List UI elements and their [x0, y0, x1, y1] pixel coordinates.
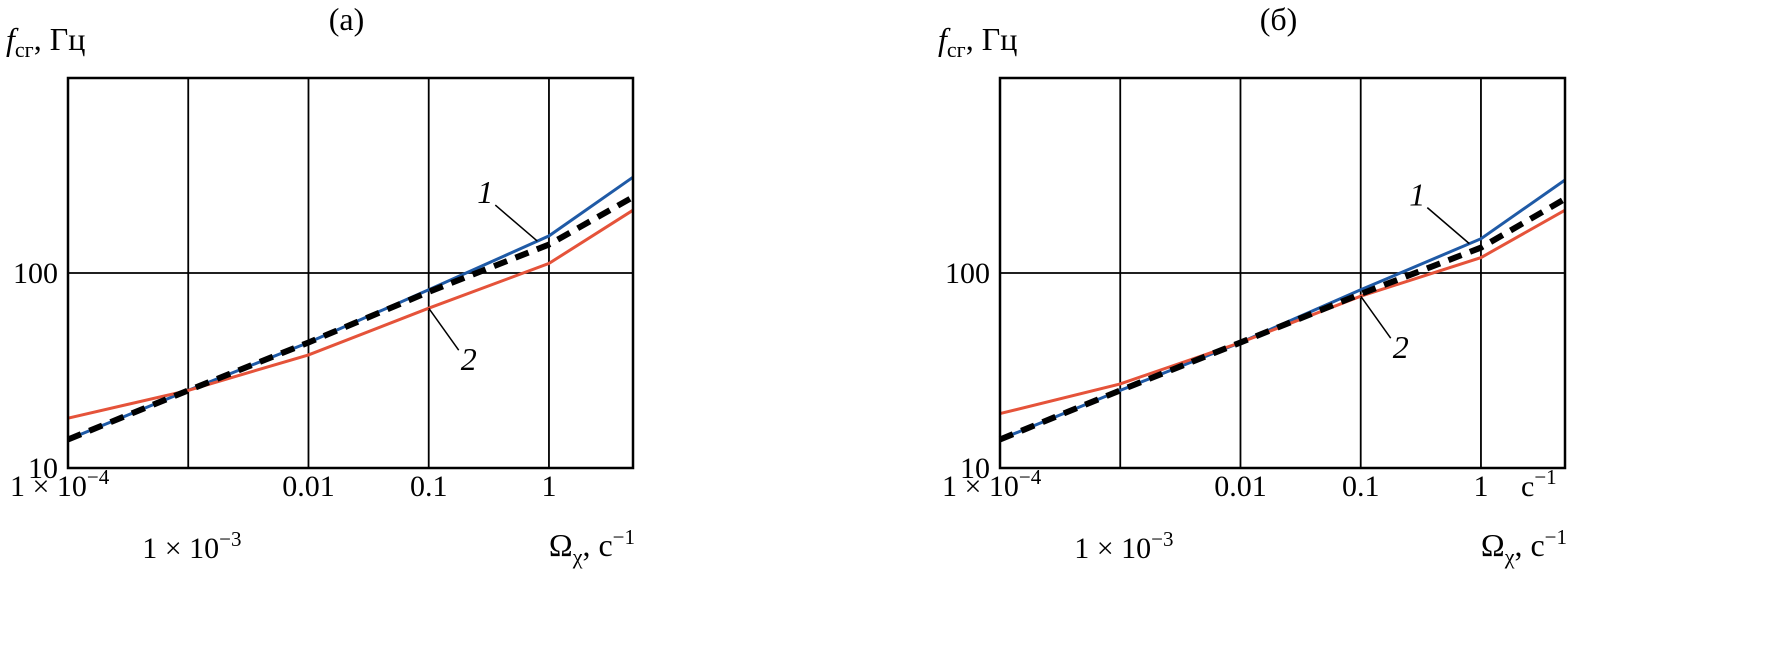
y-tick-label: 10	[960, 452, 990, 485]
chart-panel-1: 1 2 (а) fсг, Гц 10 100 1 × 10−4 1 × 10−3 0.01 0.1…	[6, 1, 635, 569]
grid-lines	[1000, 78, 1565, 468]
series-line-2	[67, 208, 634, 420]
x-tick-label: 1 × 10−3	[142, 527, 241, 565]
y-tick-label: 100	[13, 257, 58, 290]
y-tick-label: 100	[945, 257, 990, 290]
chart-title: (б)	[1260, 1, 1298, 37]
y-axis-label: fсг, Гц	[6, 21, 85, 62]
plot-frame	[66, 76, 635, 470]
label-leader-line	[428, 307, 460, 351]
series-line-dashed	[66, 194, 635, 443]
series-line-dashed	[998, 196, 1567, 443]
series-group	[998, 178, 1567, 443]
label-leader-line	[1426, 207, 1470, 245]
x-tick-label: 0.1	[1342, 470, 1380, 503]
x-tick-label: 1	[541, 470, 556, 503]
series-label-1: 1	[477, 174, 493, 210]
series-group	[66, 175, 635, 443]
x-tick-label: 1 × 10−4	[10, 465, 110, 503]
series-label-2: 2	[461, 341, 477, 377]
x-tick-label: 1 × 10−3	[1074, 527, 1173, 565]
y-tick-label: 10	[28, 452, 58, 485]
chart-panel-2: 1 2 (б) fсг, Гц 10 100 1 × 10−4 1 × 10−3 0.01 0.1…	[938, 1, 1567, 569]
x-tick-label: 0.1	[410, 470, 448, 503]
grid-lines	[68, 78, 633, 468]
x-axis-label: Ωχ, с−1	[1481, 525, 1567, 569]
x-tick-label: 0.01	[282, 470, 335, 503]
x-tick-label: 0.01	[1214, 470, 1267, 503]
x-tick-label: 1 × 10−4	[942, 465, 1042, 503]
label-leader-line	[494, 204, 538, 242]
y-axis-label: fсг, Гц	[938, 21, 1017, 62]
series-label-1: 1	[1409, 177, 1425, 213]
plot-frame	[998, 76, 1567, 470]
x-unit-extra-label: с−1	[1521, 465, 1557, 503]
chart-title: (а)	[329, 1, 365, 37]
x-axis-label: Ωχ, с−1	[549, 525, 635, 569]
x-tick-label: 1	[1473, 470, 1488, 503]
label-leader-line	[1360, 295, 1392, 339]
series-label-2: 2	[1393, 329, 1409, 365]
